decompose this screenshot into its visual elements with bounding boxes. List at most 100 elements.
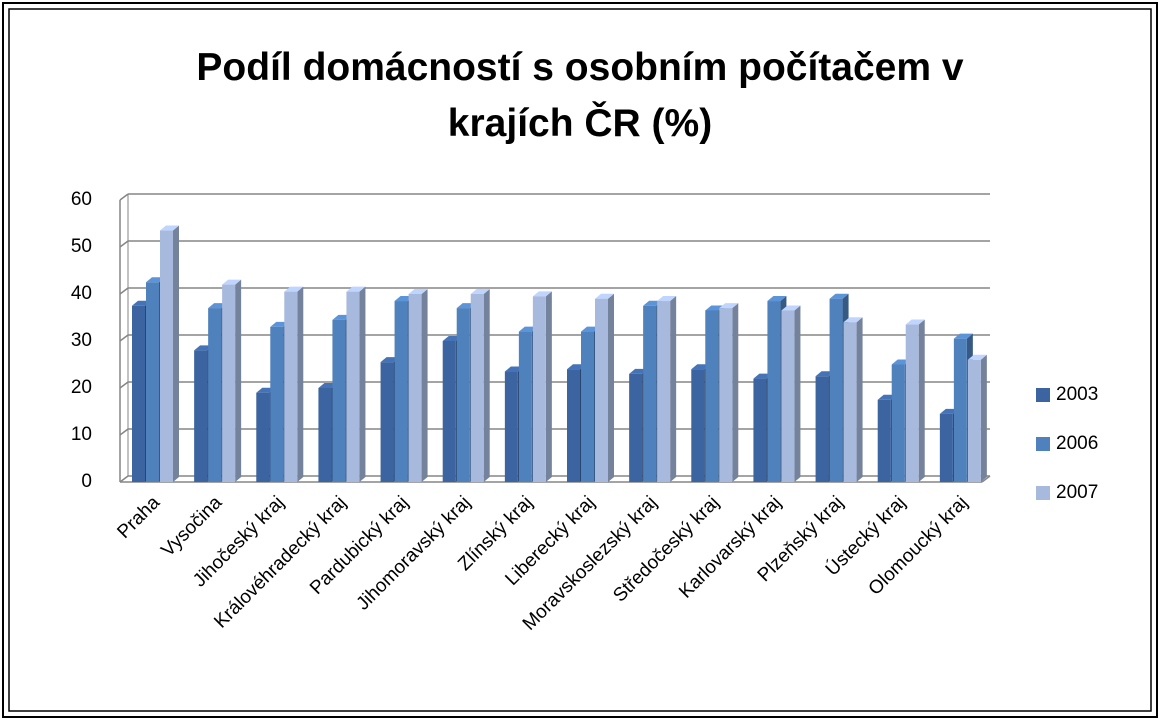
bar bbox=[394, 301, 408, 482]
bar bbox=[346, 291, 360, 482]
bar bbox=[815, 376, 829, 482]
bar-side bbox=[235, 279, 242, 482]
bar-top bbox=[470, 289, 490, 294]
bar bbox=[967, 359, 981, 482]
legend-label: 2003 bbox=[1056, 384, 1098, 405]
bar bbox=[380, 362, 394, 482]
y-tick-label: 50 bbox=[71, 236, 92, 257]
y-tick-label: 0 bbox=[81, 471, 92, 492]
bar bbox=[781, 310, 795, 482]
grid-line-side bbox=[119, 334, 129, 342]
bar bbox=[442, 341, 456, 482]
bar-top bbox=[953, 333, 973, 339]
bar bbox=[222, 284, 236, 482]
bar bbox=[160, 230, 173, 482]
bar-side bbox=[421, 289, 428, 482]
bar bbox=[657, 301, 671, 482]
grid-line-side bbox=[119, 475, 129, 483]
floor-right bbox=[981, 475, 991, 483]
bar-top bbox=[905, 319, 925, 325]
bar bbox=[332, 319, 346, 482]
bar-side bbox=[359, 286, 366, 482]
bar-side bbox=[856, 317, 863, 482]
bar-side bbox=[173, 225, 179, 483]
bar bbox=[470, 294, 484, 482]
bar bbox=[691, 369, 705, 482]
bar-side bbox=[297, 286, 304, 482]
bar-top bbox=[657, 296, 677, 302]
bar bbox=[532, 296, 546, 482]
bar-side bbox=[608, 293, 614, 482]
bar bbox=[595, 298, 608, 482]
bar-top bbox=[408, 289, 428, 294]
bar bbox=[877, 399, 891, 482]
bar bbox=[905, 324, 919, 482]
bar bbox=[705, 310, 719, 482]
legend-label: 2007 bbox=[1056, 482, 1098, 503]
grid-line-side bbox=[119, 428, 129, 436]
bar bbox=[829, 298, 843, 482]
bar bbox=[953, 338, 967, 482]
legend-label: 2006 bbox=[1056, 433, 1098, 454]
bar-top bbox=[595, 293, 614, 299]
bar bbox=[256, 392, 270, 482]
bar-top bbox=[532, 291, 552, 297]
bar bbox=[753, 378, 767, 482]
bar-side bbox=[794, 305, 801, 482]
bar bbox=[581, 331, 594, 482]
bar bbox=[194, 350, 208, 482]
bar bbox=[719, 308, 733, 482]
bar bbox=[643, 305, 657, 482]
x-tick-label: Středočeský kraj bbox=[609, 492, 723, 606]
y-tick-label: 10 bbox=[71, 424, 92, 445]
bar-side bbox=[918, 319, 925, 482]
bar bbox=[843, 322, 857, 482]
bar-top bbox=[767, 296, 787, 302]
bar-top bbox=[829, 293, 849, 299]
bar-top bbox=[284, 286, 304, 292]
x-tick-label: Praha bbox=[113, 492, 164, 543]
inner-border bbox=[8, 8, 1152, 712]
bar-top bbox=[346, 286, 366, 292]
y-tick-label: 20 bbox=[71, 377, 92, 398]
y-tick-label: 60 bbox=[71, 189, 92, 210]
grid-line-side bbox=[119, 287, 129, 295]
bar bbox=[767, 301, 781, 482]
bar bbox=[270, 326, 284, 482]
bar bbox=[518, 331, 532, 482]
bar-side bbox=[545, 291, 552, 482]
bar-top bbox=[160, 225, 179, 231]
chart-title: Podíl domácností s osobním počítačem v k… bbox=[196, 46, 964, 145]
bar-side bbox=[732, 303, 739, 482]
legend-swatch bbox=[1036, 388, 1050, 402]
bar-top bbox=[967, 354, 987, 360]
legend-swatch bbox=[1036, 437, 1050, 451]
bar-top bbox=[719, 303, 739, 309]
bar-side bbox=[980, 354, 987, 482]
y-tick-label: 30 bbox=[71, 330, 92, 351]
bar bbox=[456, 308, 470, 482]
bar bbox=[284, 291, 298, 482]
bar bbox=[132, 305, 145, 482]
bar bbox=[318, 388, 332, 482]
bar-top bbox=[843, 317, 863, 323]
bar-top bbox=[781, 305, 801, 311]
bar-side bbox=[670, 296, 677, 482]
grid-line-side bbox=[119, 240, 129, 248]
grid-line-side bbox=[119, 381, 129, 389]
x-tick-label: Jihomoravský kraj bbox=[353, 492, 475, 614]
y-tick-label: 40 bbox=[71, 283, 92, 304]
grid-line-side bbox=[119, 193, 129, 201]
bar bbox=[208, 308, 222, 482]
bar bbox=[939, 413, 953, 482]
bar bbox=[408, 294, 422, 482]
bar bbox=[891, 364, 905, 482]
legend-swatch bbox=[1036, 486, 1050, 500]
bar bbox=[629, 373, 643, 482]
bar bbox=[504, 371, 518, 482]
bar-side bbox=[483, 289, 490, 482]
bar bbox=[146, 282, 159, 482]
